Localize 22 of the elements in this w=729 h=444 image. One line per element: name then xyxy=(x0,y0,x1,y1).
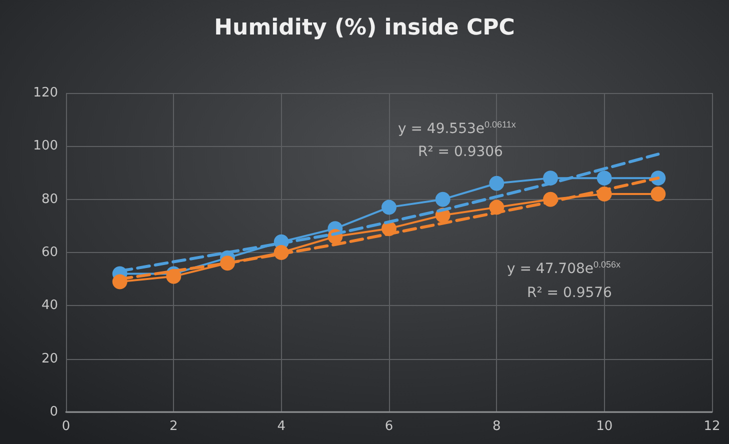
x-tick-label: 4 xyxy=(277,419,286,434)
x-tick-label: 12 xyxy=(704,419,720,434)
x-tick-label: 0 xyxy=(62,419,70,434)
point xyxy=(489,176,504,191)
point xyxy=(435,192,450,207)
y-tick-label: 60 xyxy=(41,245,58,260)
x-tick-label: 8 xyxy=(492,419,501,434)
x-tick-label: 6 xyxy=(384,419,394,434)
point xyxy=(596,170,612,186)
y-tick-label: 120 xyxy=(33,86,58,100)
annotation: R² = 0.9306 xyxy=(418,144,504,160)
chart-title: Humidity (%) inside CPC xyxy=(214,16,515,40)
y-tick-label: 20 xyxy=(41,351,58,366)
x-tick-label: 10 xyxy=(596,419,613,434)
point xyxy=(650,186,666,202)
y-tick-label: 100 xyxy=(33,138,58,154)
x-tick-label: 2 xyxy=(170,419,178,434)
y-tick-label: 0 xyxy=(50,404,58,420)
y-tick-label: 40 xyxy=(41,298,58,314)
point xyxy=(382,200,396,215)
annotation: R² = 0.9576 xyxy=(527,285,612,301)
y-tick-label: 80 xyxy=(41,192,58,207)
